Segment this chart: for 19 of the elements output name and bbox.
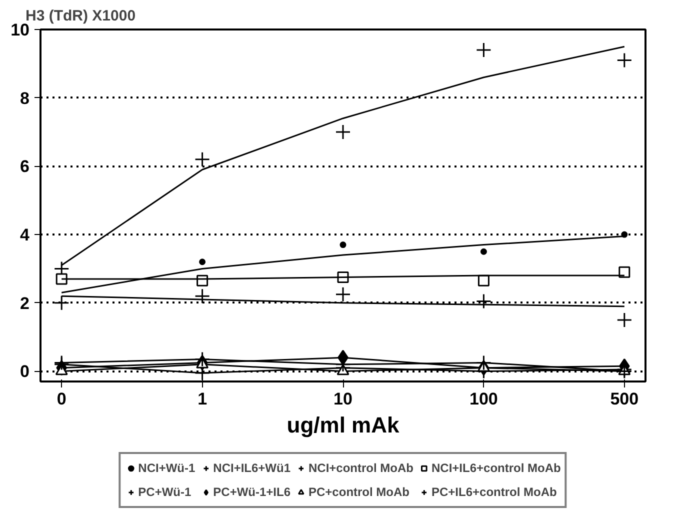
x-tick-label: 10 (334, 390, 352, 408)
legend-label: NCI+control MoAb (308, 461, 414, 475)
legend-label: PC+control MoAb (308, 485, 410, 499)
y-tick-label: 4 (20, 226, 30, 245)
legend-label: PC+IL6+control MoAb (432, 485, 557, 499)
x-tick-label: 0 (56, 390, 66, 408)
legend-label: NCI+Wü-1 (138, 461, 196, 475)
legend-label: PC+Wü-1 (138, 485, 192, 499)
x-axis-title: ug/ml mAk (286, 412, 400, 438)
y-tick-label: 6 (20, 157, 30, 176)
y-tick-label: 2 (20, 294, 30, 313)
legend-label: PC+Wü-1+IL6 (213, 485, 291, 499)
y-tick-label: 0 (20, 362, 30, 382)
legend-label: NCI+IL6+Wü1 (213, 461, 291, 475)
legend-label: NCI+IL6+control MoAb (432, 461, 561, 475)
x-tick-label: 100 (470, 390, 498, 408)
y-tick-label: 8 (20, 88, 30, 108)
x-tick-label: 1 (198, 390, 208, 408)
x-tick-label: 500 (610, 390, 639, 408)
